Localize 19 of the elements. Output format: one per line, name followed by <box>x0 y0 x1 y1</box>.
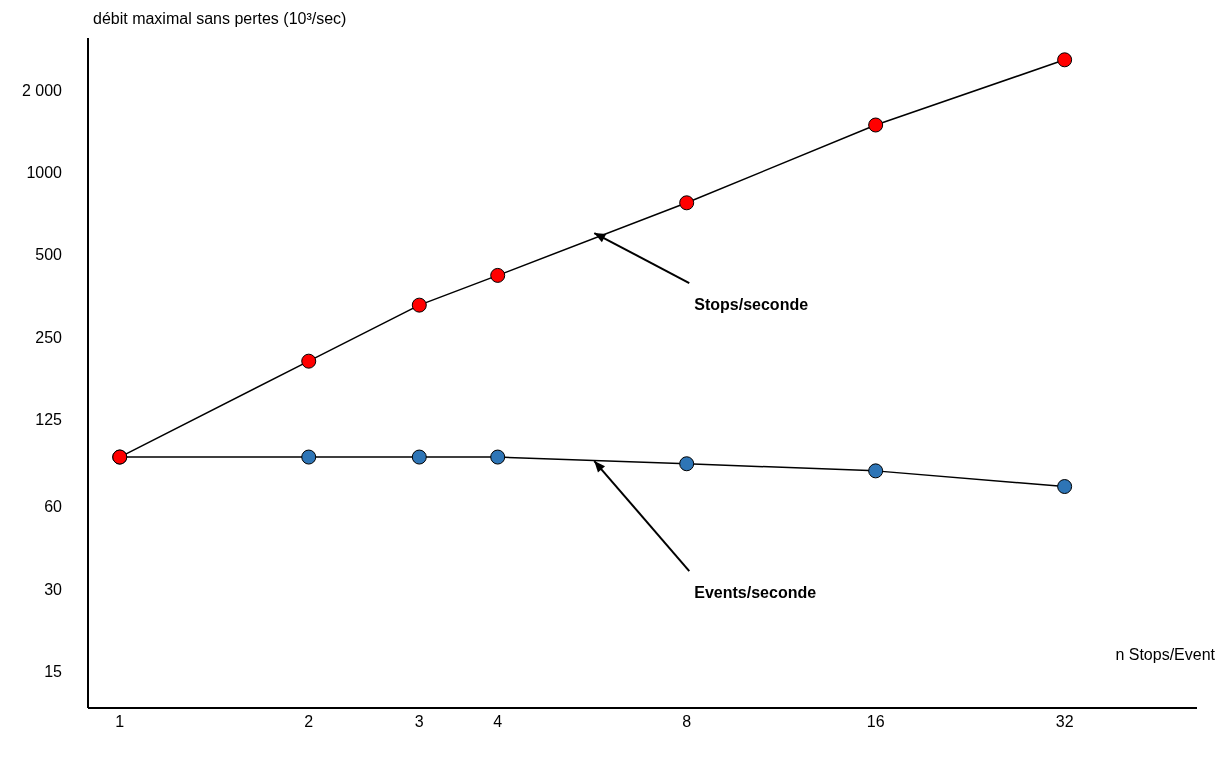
y-axis-title: débit maximal sans pertes (10³/sec) <box>93 10 347 28</box>
y-tick-label: 15 <box>44 662 63 680</box>
annotation: Stops/seconde <box>694 296 809 314</box>
y-tick-label: 250 <box>35 328 63 346</box>
x-tick-label: 3 <box>414 713 424 731</box>
x-tick-label: 2 <box>304 713 314 731</box>
x-axis-title: n Stops/Event <box>1115 646 1215 664</box>
y-tick-label: 500 <box>35 246 63 264</box>
y-tick-label: 2 000 <box>21 81 63 99</box>
y-tick-label: 1000 <box>26 164 63 182</box>
x-tick-label: 1 <box>115 713 125 731</box>
y-tick-label: 60 <box>44 498 63 516</box>
y-tick-label: 30 <box>44 580 63 598</box>
annotation: Events/seconde <box>694 584 817 602</box>
x-tick-label: 4 <box>493 713 503 731</box>
x-tick-label: 8 <box>682 713 692 731</box>
x-tick-label: 16 <box>866 713 885 731</box>
y-tick-label: 125 <box>35 411 63 429</box>
x-tick-label: 32 <box>1055 713 1074 731</box>
